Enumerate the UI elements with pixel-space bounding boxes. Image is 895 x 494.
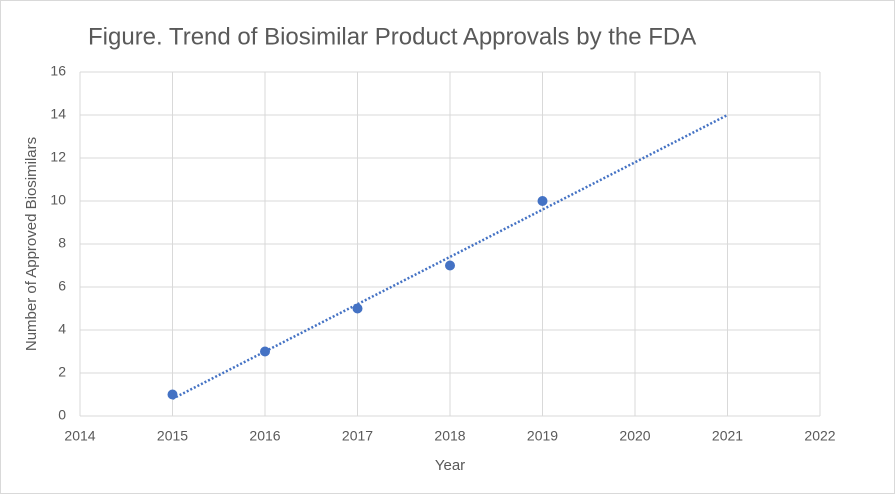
chart-title: Figure. Trend of Biosimilar Product Appr… — [88, 23, 696, 50]
data-point — [167, 389, 178, 400]
data-point — [445, 260, 455, 271]
y-tick-label: 10 — [50, 192, 66, 208]
x-tick-label: 2016 — [249, 428, 280, 444]
x-tick-label: 2019 — [527, 428, 558, 444]
x-tick-label: 2022 — [804, 428, 835, 444]
y-tick-label: 12 — [50, 149, 66, 165]
y-tick-label: 6 — [58, 278, 66, 294]
x-tick-label: 2017 — [342, 428, 373, 444]
y-tick-label: 2 — [58, 364, 66, 380]
data-point — [352, 303, 363, 314]
x-tick-label: 2015 — [157, 428, 188, 444]
data-point — [537, 196, 548, 206]
y-tick-label: 16 — [50, 63, 66, 79]
y-tick-label: 8 — [58, 235, 66, 251]
data-point — [260, 346, 270, 357]
x-axis-label: Year — [435, 457, 465, 474]
y-tick-label: 4 — [58, 321, 66, 337]
x-tick-label: 2014 — [64, 428, 95, 444]
x-tick-label: 2021 — [712, 428, 743, 444]
x-tick-label: 2020 — [619, 428, 650, 444]
y-tick-label: 0 — [58, 407, 66, 423]
y-axis-label: Number of Approved Biosimilars — [23, 137, 40, 351]
y-tick-label: 14 — [50, 106, 66, 122]
x-tick-label: 2018 — [434, 428, 465, 444]
